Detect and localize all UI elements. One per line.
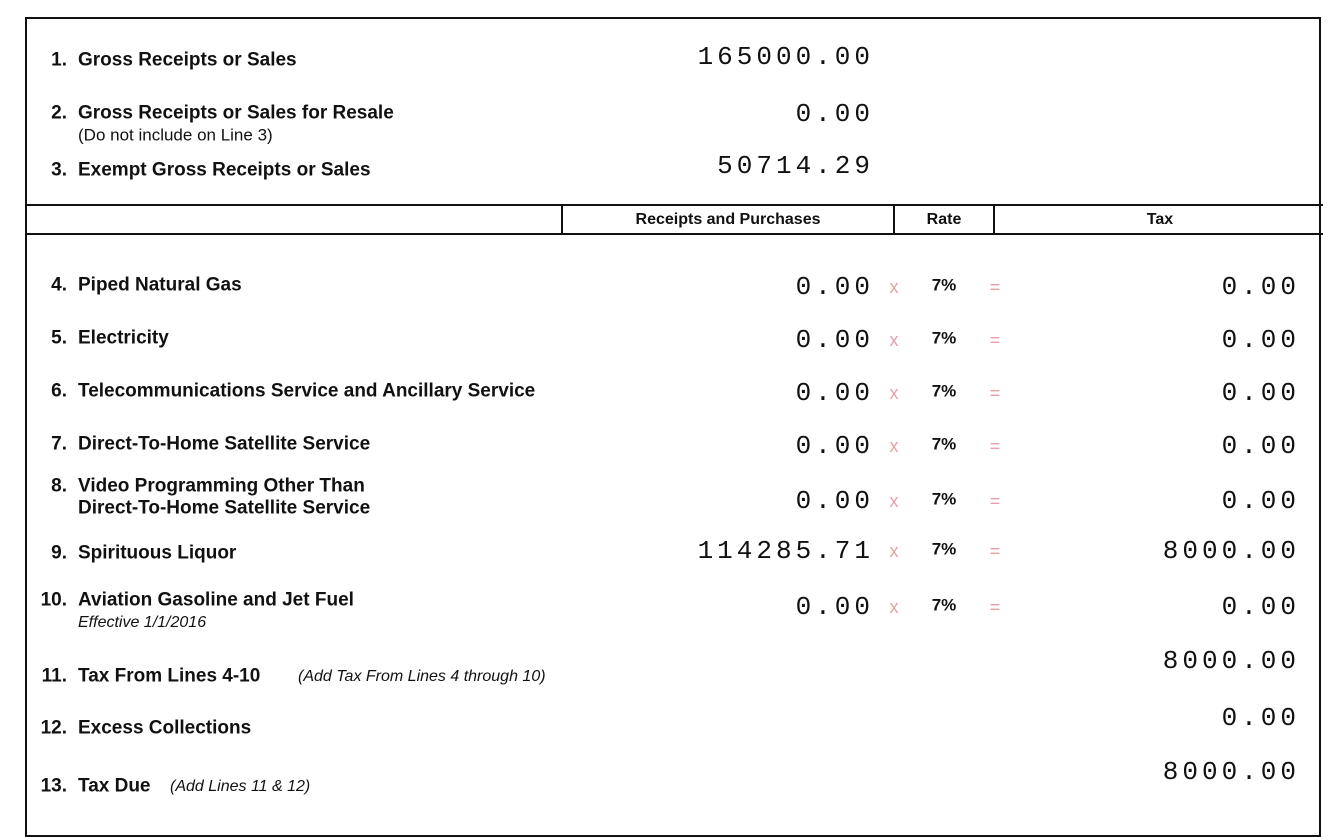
tax: 0.00 bbox=[1221, 325, 1300, 355]
line-number: 5. bbox=[51, 327, 67, 349]
line-label: Video Programming Other Than bbox=[78, 475, 365, 497]
receipts: 0.00 bbox=[795, 486, 874, 516]
tax: 8000.00 bbox=[1162, 646, 1300, 676]
divider bbox=[25, 233, 1323, 235]
line-note: (Add Lines 11 & 12) bbox=[170, 778, 311, 795]
line-number: 2. bbox=[51, 102, 67, 124]
line-number: 11. bbox=[41, 665, 67, 687]
column-divider bbox=[893, 205, 895, 235]
column-header: Tax bbox=[1146, 211, 1174, 228]
line-number: 1. bbox=[51, 49, 67, 71]
equals-sign: = bbox=[989, 491, 1001, 511]
page: (() => { const data = JSON.parse(documen… bbox=[25, 17, 1323, 837]
column-divider bbox=[993, 205, 995, 235]
multiply-sign: x bbox=[889, 383, 899, 403]
line-label: Telecommunications Service and Ancillary… bbox=[78, 380, 536, 402]
receipts: 0.00 bbox=[795, 325, 874, 355]
tax: 0.00 bbox=[1221, 272, 1300, 302]
tax: 0.00 bbox=[1221, 378, 1300, 408]
rate: 7% bbox=[931, 434, 957, 454]
equals-sign: = bbox=[989, 597, 1001, 617]
amount: 50714.29 bbox=[717, 151, 874, 181]
multiply-sign: x bbox=[889, 541, 899, 561]
multiply-sign: x bbox=[889, 436, 899, 456]
column-divider bbox=[561, 205, 563, 235]
rate: 7% bbox=[931, 275, 957, 295]
rate: 7% bbox=[931, 595, 957, 615]
line-label: Direct-To-Home Satellite Service bbox=[78, 497, 371, 519]
line-number: 4. bbox=[51, 274, 67, 296]
line-label: Piped Natural Gas bbox=[78, 274, 242, 296]
line-number: 13. bbox=[40, 775, 67, 797]
column-header: Receipts and Purchases bbox=[635, 211, 821, 228]
amount: 165000.00 bbox=[697, 42, 874, 72]
tax: 0.00 bbox=[1221, 703, 1300, 733]
line-note: (Add Tax From Lines 4 through 10) bbox=[298, 668, 546, 685]
multiply-sign: x bbox=[889, 491, 899, 511]
line-label: Aviation Gasoline and Jet Fuel bbox=[78, 589, 354, 611]
divider bbox=[25, 204, 1323, 206]
line-note: Effective 1/1/2016 bbox=[78, 614, 207, 631]
receipts: 0.00 bbox=[795, 272, 874, 302]
line-label: Tax Due bbox=[78, 775, 151, 797]
equals-sign: = bbox=[989, 330, 1001, 350]
line-label: Exempt Gross Receipts or Sales bbox=[78, 159, 371, 181]
tax: 0.00 bbox=[1221, 486, 1300, 516]
equals-sign: = bbox=[989, 383, 1001, 403]
column-header: Rate bbox=[926, 211, 962, 228]
equals-sign: = bbox=[989, 277, 1001, 297]
receipts: 0.00 bbox=[795, 431, 874, 461]
line-note: (Do not include on Line 3) bbox=[78, 125, 273, 145]
line-label: Spirituous Liquor bbox=[78, 542, 237, 564]
line-number: 7. bbox=[51, 433, 67, 455]
line-number: 8. bbox=[51, 475, 67, 497]
multiply-sign: x bbox=[889, 330, 899, 350]
rate: 7% bbox=[931, 489, 957, 509]
equals-sign: = bbox=[989, 436, 1001, 456]
line-number: 12. bbox=[40, 717, 67, 739]
multiply-sign: x bbox=[889, 597, 899, 617]
line-number: 3. bbox=[51, 159, 67, 181]
tax: 0.00 bbox=[1221, 431, 1300, 461]
line-label: Direct-To-Home Satellite Service bbox=[78, 433, 371, 455]
amount: 0.00 bbox=[795, 99, 874, 129]
equals-sign: = bbox=[989, 541, 1001, 561]
line-label: Tax From Lines 4-10 bbox=[78, 665, 261, 687]
multiply-sign: x bbox=[889, 277, 899, 297]
line-label: Gross Receipts or Sales bbox=[78, 49, 297, 71]
line-number: 10. bbox=[40, 589, 67, 611]
receipts: 0.00 bbox=[795, 592, 874, 622]
line-label: Excess Collections bbox=[78, 717, 252, 739]
rate: 7% bbox=[931, 381, 957, 401]
tax: 0.00 bbox=[1221, 592, 1300, 622]
line-number: 9. bbox=[51, 542, 67, 564]
tax: 8000.00 bbox=[1162, 757, 1300, 787]
line-label: Gross Receipts or Sales for Resale bbox=[78, 102, 394, 124]
receipts: 114285.71 bbox=[697, 536, 874, 566]
rate: 7% bbox=[931, 328, 957, 348]
tax: 8000.00 bbox=[1162, 536, 1300, 566]
receipts: 0.00 bbox=[795, 378, 874, 408]
rate: 7% bbox=[931, 539, 957, 559]
line-number: 6. bbox=[51, 380, 67, 402]
line-label: Electricity bbox=[78, 327, 169, 349]
